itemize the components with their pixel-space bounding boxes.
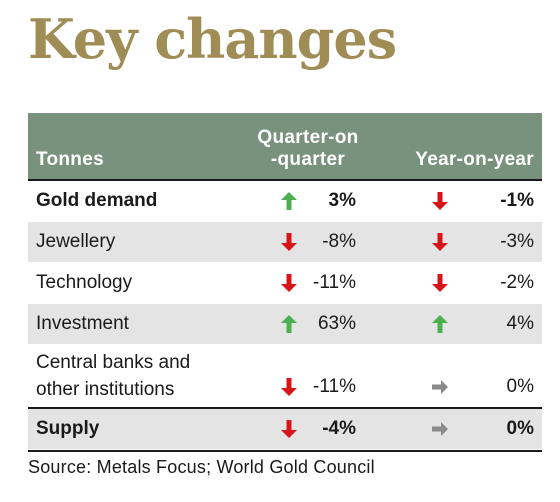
arrow-right-icon xyxy=(431,377,449,397)
yoy-value: -1% xyxy=(500,190,534,211)
table-header: Tonnes Quarter-on -quarter Year-on-year xyxy=(28,113,542,181)
row-label-line1: Central banks and xyxy=(36,352,191,373)
row-label: Technology xyxy=(36,272,133,293)
yoy-value: -2% xyxy=(500,272,534,293)
table-row-investment: Investment 63% 4% xyxy=(28,304,542,345)
arrow-up-icon xyxy=(431,314,449,334)
yoy-value: 0% xyxy=(506,376,534,397)
row-label: Supply xyxy=(36,418,100,439)
table-row-technology: Technology -11% -2% xyxy=(28,263,542,304)
arrow-right-icon xyxy=(431,419,449,439)
source-note: Source: Metals Focus; World Gold Council xyxy=(28,457,375,477)
table-row-supply: Supply -4% 0% xyxy=(28,409,542,450)
qoq-value: -8% xyxy=(322,231,356,252)
qoq-value: -4% xyxy=(322,418,356,439)
table-row-central-banks: Central banks and other institutions -11… xyxy=(28,345,542,409)
header-year-on-year: Year-on-year xyxy=(415,149,534,170)
header-quarter-on-quarter: Quarter-on -quarter xyxy=(238,127,378,171)
qoq-value: -11% xyxy=(313,376,356,397)
arrow-down-icon xyxy=(280,232,298,252)
arrow-down-icon xyxy=(431,232,449,252)
key-changes-table: Tonnes Quarter-on -quarter Year-on-year … xyxy=(28,113,542,452)
row-label: Jewellery xyxy=(36,231,116,252)
table-row-jewellery: Jewellery -8% -3% xyxy=(28,222,542,263)
qoq-value: 63% xyxy=(317,313,356,334)
row-label: Gold demand xyxy=(36,190,158,211)
arrow-down-icon xyxy=(431,191,449,211)
yoy-value: 4% xyxy=(506,313,534,334)
table-row-gold-demand: Gold demand 3% -1% xyxy=(28,181,542,222)
row-label-line2: other institutions xyxy=(36,379,175,400)
yoy-value: 0% xyxy=(506,418,534,439)
arrow-up-icon xyxy=(280,314,298,334)
arrow-down-icon xyxy=(431,273,449,293)
qoq-value: -11% xyxy=(313,272,356,293)
header-qoq-line2: -quarter xyxy=(270,149,346,170)
yoy-value: -3% xyxy=(500,231,534,252)
arrow-down-icon xyxy=(280,377,298,397)
header-qoq-line1: Quarter-on xyxy=(257,127,359,148)
row-label: Investment xyxy=(36,313,129,334)
page-title: Key changes xyxy=(28,7,397,71)
qoq-value: 3% xyxy=(328,190,356,211)
arrow-down-icon xyxy=(280,273,298,293)
header-tonnes: Tonnes xyxy=(36,149,104,170)
arrow-down-icon xyxy=(280,419,298,439)
arrow-up-icon xyxy=(280,191,298,211)
row-label: Central banks and other institutions xyxy=(36,349,190,403)
